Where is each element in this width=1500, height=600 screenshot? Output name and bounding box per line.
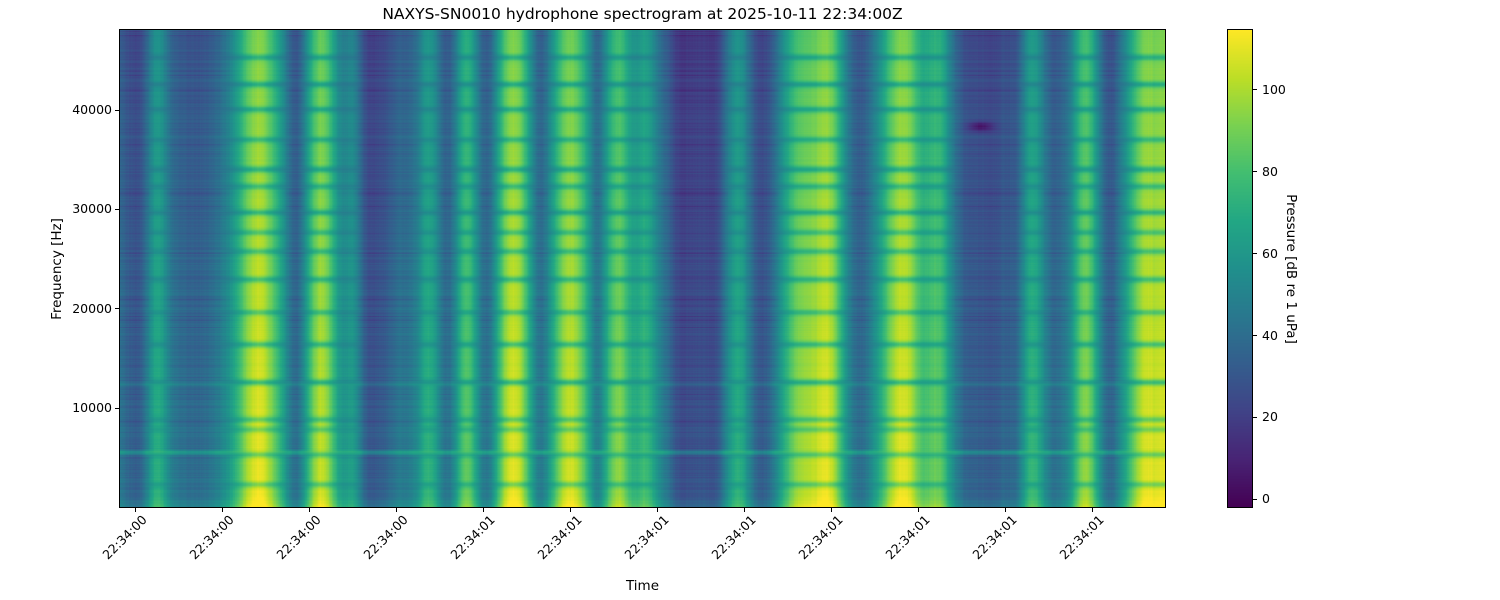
y-tick-label: 30000 [72, 201, 112, 217]
colorbar-gradient [1228, 30, 1252, 507]
x-tick-label: 22:34:01 [708, 512, 759, 563]
y-tick-label: 40000 [72, 102, 112, 117]
colorbar-tick-mark [1253, 416, 1257, 418]
colorbar-tick-mark [1253, 253, 1257, 255]
spectrogram-plot-area [119, 29, 1166, 508]
x-tick-mark [918, 508, 919, 512]
x-tick-label: 22:34:01 [795, 512, 846, 563]
x-tick-mark [135, 508, 136, 512]
y-axis-label: Frequency [Hz] [49, 218, 65, 320]
colorbar-tick-label: 40 [1262, 327, 1278, 343]
y-tick-label: 20000 [72, 300, 112, 316]
y-tick-mark [115, 109, 119, 111]
x-tick-mark [396, 508, 397, 512]
x-tick-label: 22:34:01 [1056, 512, 1107, 563]
colorbar-tick-mark [1253, 335, 1257, 337]
colorbar-tick-label: 60 [1262, 245, 1278, 261]
y-tick-mark [115, 208, 119, 210]
y-tick-mark [115, 308, 119, 310]
colorbar-tick-label: 100 [1262, 81, 1286, 97]
colorbar-label: Pressure [dB re 1 uPa] [1283, 194, 1299, 344]
y-tick-mark [115, 407, 119, 409]
x-tick-mark [222, 508, 223, 512]
colorbar-tick-mark [1253, 171, 1257, 173]
colorbar-tick-label: 0 [1262, 491, 1270, 507]
colorbar [1227, 29, 1253, 508]
x-tick-label: 22:34:00 [99, 512, 150, 563]
x-tick-label: 22:34:01 [534, 512, 585, 563]
x-tick-label: 22:34:00 [273, 512, 324, 563]
x-tick-label: 22:34:01 [882, 512, 933, 563]
x-tick-mark [831, 508, 832, 512]
x-tick-label: 22:34:00 [360, 512, 411, 563]
colorbar-tick-mark [1253, 89, 1257, 91]
x-tick-mark [744, 508, 745, 512]
x-tick-label: 22:34:01 [969, 512, 1020, 563]
x-tick-label: 22:34:01 [447, 512, 498, 563]
x-tick-mark [1092, 508, 1093, 512]
y-tick-label: 10000 [72, 400, 112, 416]
colorbar-tick-label: 80 [1262, 163, 1278, 179]
x-tick-label: 22:34:01 [621, 512, 672, 563]
x-tick-mark [1005, 508, 1006, 512]
colorbar-tick-mark [1253, 498, 1257, 500]
colorbar-tick-label: 20 [1262, 409, 1278, 425]
x-tick-mark [309, 508, 310, 512]
x-tick-mark [570, 508, 571, 512]
x-tick-mark [483, 508, 484, 512]
x-tick-mark [657, 508, 658, 512]
x-tick-label: 22:34:00 [186, 512, 237, 563]
x-axis-label: Time [625, 578, 660, 594]
spectrogram-heatmap-image [120, 30, 1165, 507]
chart-title: NAXYS-SN0010 hydrophone spectrogram at 2… [382, 5, 903, 23]
